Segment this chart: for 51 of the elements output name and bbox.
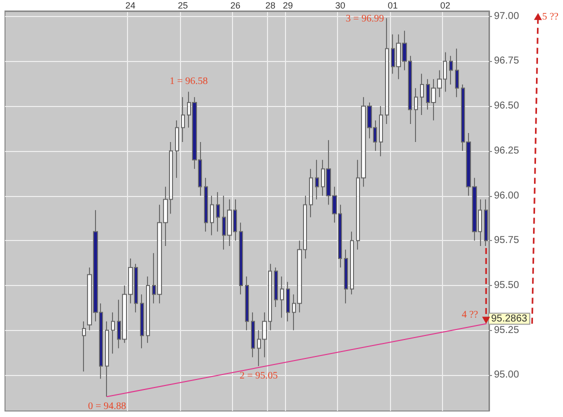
candlestick — [181, 96, 185, 142]
y-tick-label: 97.00 — [494, 10, 520, 22]
x-tick-label: 28 — [265, 0, 276, 10]
candlestick — [379, 106, 383, 157]
y-tick-label: 96.50 — [494, 100, 520, 112]
candlestick — [274, 267, 278, 308]
x-tick-label: 02 — [440, 0, 450, 10]
data-label: 95.2863 — [491, 313, 528, 324]
candlestick — [420, 73, 424, 116]
candlestick — [239, 222, 243, 295]
x-tick-label: 30 — [335, 0, 346, 10]
x-tick-label: 29 — [282, 0, 293, 10]
x-tick-label: 01 — [388, 0, 398, 10]
candlestick — [251, 312, 255, 358]
candlestick — [309, 168, 313, 218]
candlestick — [385, 18, 389, 125]
annotation: 2 = 95.05 — [240, 370, 278, 382]
annotation: 0 = 94.88 — [88, 401, 126, 412]
candlestick — [286, 281, 290, 322]
candlestick — [111, 312, 115, 354]
candlestick — [204, 177, 208, 232]
candlestick — [344, 249, 348, 304]
annotation: 4 ?? — [462, 309, 479, 320]
candlestick — [455, 48, 459, 98]
y-tick-label: 95.00 — [494, 370, 520, 381]
y-tick-label: 96.00 — [494, 190, 520, 202]
candlestick — [449, 55, 453, 86]
candlestick — [82, 320, 86, 372]
y-tick-label: 96.25 — [494, 145, 520, 156]
candlestick — [140, 294, 144, 349]
candlestick — [280, 276, 284, 318]
x-tick-label: 25 — [178, 0, 188, 10]
x-tick-label: 24 — [125, 0, 136, 10]
annotation: 1 = 96.58 — [170, 76, 208, 88]
text: 5 ?? — [542, 12, 560, 22]
y-tick-label: 95.75 — [494, 235, 520, 246]
y-tick-label: 96.75 — [494, 56, 520, 67]
y-tick-label: 95.25 — [494, 324, 520, 336]
candlestick — [350, 231, 354, 295]
candlestick — [484, 198, 488, 246]
candlestick — [105, 320, 109, 398]
candlestick — [216, 192, 220, 232]
candlestick — [146, 276, 150, 344]
candlestick — [414, 88, 418, 142]
candlestick — [245, 276, 249, 331]
candlestick — [210, 195, 214, 236]
x-tick-label: 26 — [230, 0, 240, 10]
candlestick — [315, 159, 319, 200]
candlestick — [175, 120, 179, 178]
y-tick-label: 95.50 — [494, 280, 520, 291]
annotation: 3 = 96.99 — [346, 14, 384, 25]
